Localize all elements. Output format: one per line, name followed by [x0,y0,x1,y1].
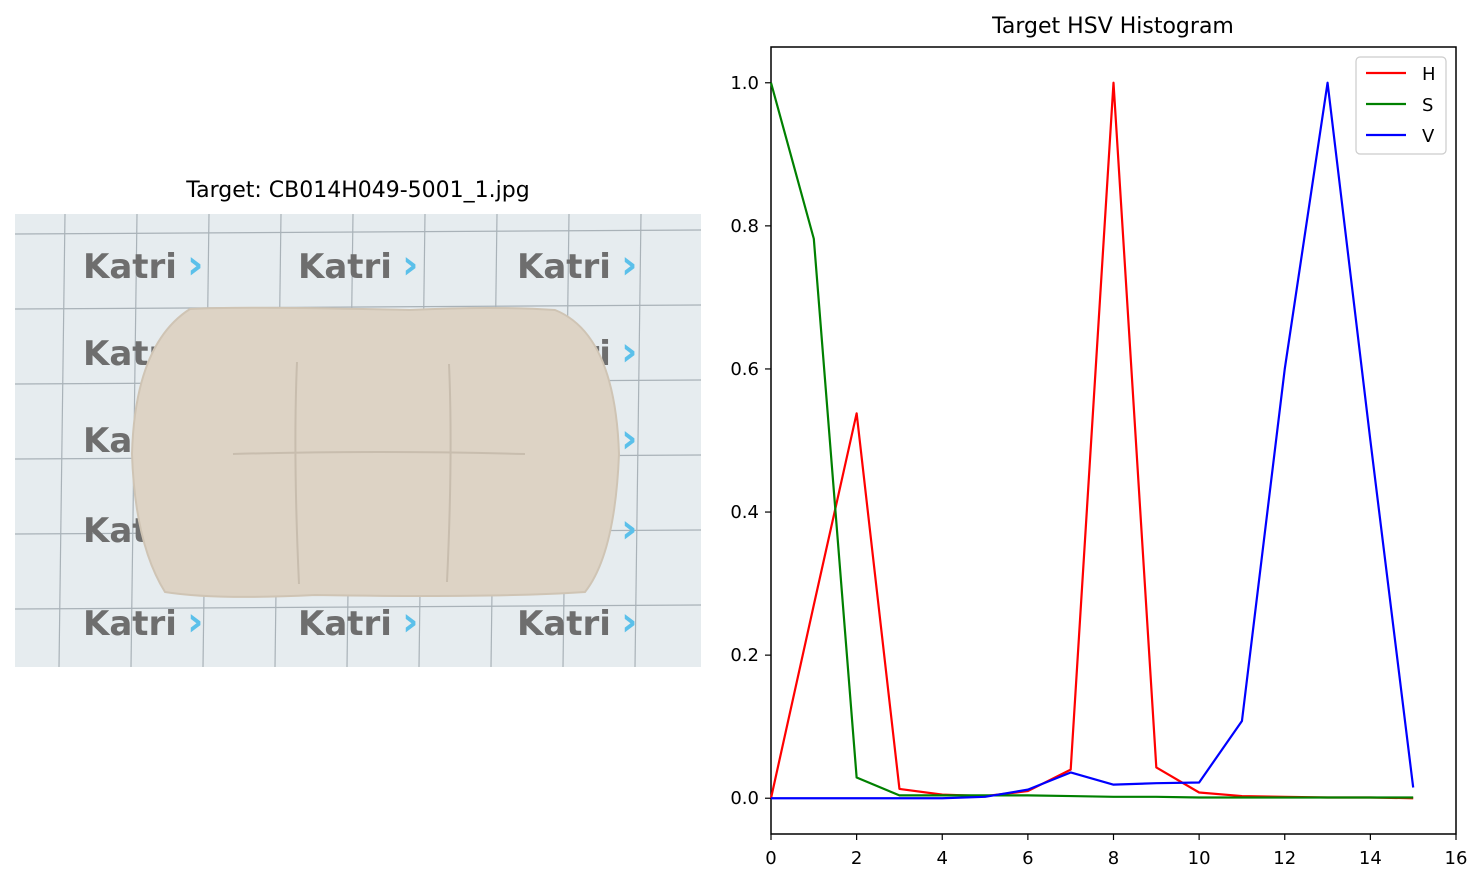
legend: HSV [1355,56,1447,155]
katri-arrow-icon: › [621,416,637,462]
axes-frame [770,46,1457,835]
x-tick-label: 12 [1273,848,1296,869]
katri-arrow-icon: › [621,599,637,645]
x-tick-label: 2 [851,848,862,869]
x-tick-label: 4 [937,848,948,869]
x-tick-label: 8 [1108,848,1119,869]
katri-arrow-icon: › [187,242,203,288]
plot-area: 0 2 4 6 8 10 12 14 16 0.0 0.2 0.4 0.6 0.8 1.0 HSV [730,46,1468,869]
x-tick-label: 14 [1359,848,1382,869]
product-photo: Katri › Katri › Katri › Katri › Katri › Katri › Katr… [15,214,701,667]
series-line-h [769,81,1414,800]
x-tick-label: 0 [765,848,776,869]
x-tick-label: 10 [1188,848,1211,869]
y-tick-label: 0.4 [730,502,759,523]
katri-watermark: Katri [517,604,611,644]
katri-arrow-icon: › [402,242,418,288]
katri-watermark: Katri [298,604,392,644]
series-line-s [769,82,1414,799]
x-tick-label: 6 [1022,848,1033,869]
legend-box [1355,56,1447,155]
y-tick-label: 1.0 [730,73,759,94]
series-line-v [771,81,1415,800]
katri-arrow-icon: › [187,599,203,645]
katri-arrow-icon: › [621,242,637,288]
katri-watermark: Katri [83,247,177,287]
product-photo-image: Katri › Katri › Katri ›Katri ›Katri ›Katri ›Katr… [15,214,701,667]
y-tick-label: 0.0 [730,788,759,809]
katri-arrow-icon: › [621,506,637,552]
legend-label-s: S [1422,95,1433,116]
cushion [130,306,621,598]
katri-watermark: Katri [517,247,611,287]
photo-title: Target: CB014H049-5001_1.jpg [186,178,530,203]
legend-label-h: H [1422,64,1436,85]
y-tick-label: 0.2 [730,645,759,666]
x-tick-label: 16 [1445,848,1468,869]
katri-arrow-icon: › [621,329,637,375]
katri-watermark: Katri [83,604,177,644]
y-tick-label: 0.6 [730,359,759,380]
katri-watermark: Katri [298,247,392,287]
chart-title: Target HSV Histogram [991,14,1234,39]
katri-arrow-icon: › [402,599,418,645]
y-tick-label: 0.8 [730,216,759,237]
legend-label-v: V [1422,126,1435,147]
